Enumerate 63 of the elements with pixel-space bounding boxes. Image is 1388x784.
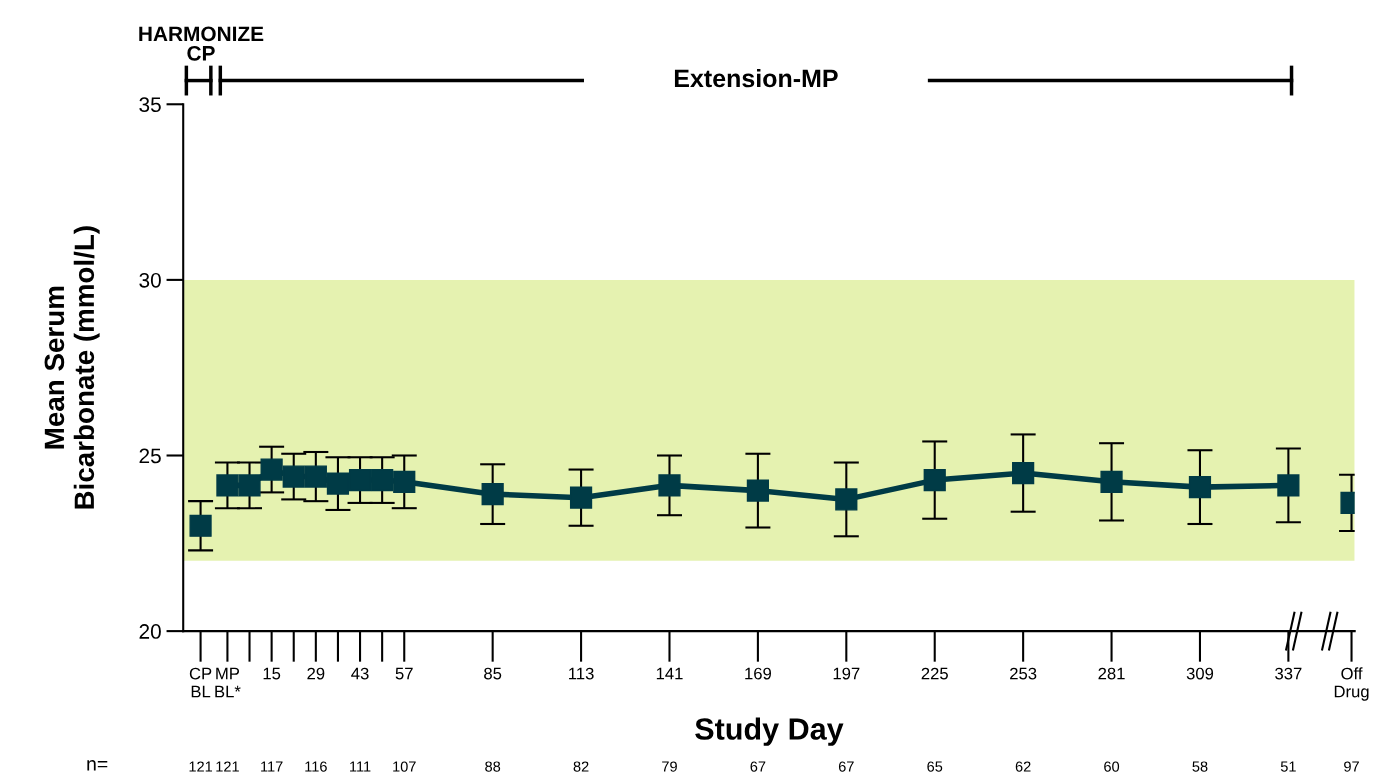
point [658, 474, 681, 497]
point [569, 486, 593, 509]
x-tick-label: 309 [1186, 667, 1214, 680]
y-tick-label: 25 [139, 448, 161, 464]
text: 117 [261, 761, 283, 772]
text: 88 [485, 761, 501, 772]
point [1188, 476, 1212, 499]
point [282, 465, 305, 488]
x-axis-title: Study Day [695, 717, 844, 746]
x-tick-label: 29 [307, 667, 325, 680]
text: 51 [1280, 761, 1296, 772]
point [1100, 470, 1123, 493]
point [348, 468, 372, 492]
text: 116 [305, 761, 327, 772]
point [1277, 474, 1300, 497]
text: HARMONIZE CP [139, 26, 264, 61]
x-tick-label: Off Drug [1334, 667, 1369, 701]
x-tick-label: 141 [656, 667, 683, 680]
text: 97 [1344, 761, 1359, 772]
x-tick-label: CP BL [189, 667, 212, 698]
point [1012, 461, 1035, 485]
text: n= [87, 760, 108, 771]
x-tick-label: 197 [833, 667, 860, 680]
x-tick-label: 113 [569, 667, 594, 680]
point [238, 474, 261, 497]
text: 67 [838, 761, 854, 772]
text: 79 [662, 761, 677, 772]
y-axis-title: Mean Serum Bicarbonate (mmol/L) [44, 226, 100, 509]
x-tick-label: 57 [395, 667, 413, 680]
text: 121 [189, 761, 213, 772]
x-tick-label: 43 [351, 667, 369, 680]
point [393, 470, 416, 493]
text: 58 [1192, 761, 1208, 772]
text: 60 [1104, 761, 1120, 772]
x-tick-label: 169 [745, 667, 772, 680]
y-tick-label: 20 [139, 624, 161, 639]
y-tick-label: 30 [139, 272, 161, 288]
point [189, 514, 212, 537]
y-tick-label: 35 [139, 97, 161, 113]
text: 65 [927, 761, 943, 772]
x-tick-label: 225 [921, 667, 948, 680]
point [304, 465, 327, 488]
point [216, 474, 239, 497]
text: 82 [573, 761, 589, 772]
x-tick-label: 15 [263, 667, 281, 680]
x-tick-label: 85 [484, 667, 502, 680]
text: 62 [1015, 761, 1031, 772]
point [746, 479, 770, 502]
x-tick-label: 281 [1098, 667, 1125, 680]
point [481, 483, 504, 506]
x-tick-label: 337 [1275, 667, 1302, 680]
text: 111 [350, 761, 371, 772]
text: Extension-MP [674, 68, 838, 88]
text: 121 [216, 761, 239, 772]
x-tick-label: 253 [1010, 667, 1037, 680]
text: 107 [393, 761, 416, 772]
point [371, 468, 394, 492]
text: 67 [750, 761, 766, 772]
point [326, 472, 350, 495]
point [260, 458, 283, 481]
point [835, 488, 858, 511]
point [923, 468, 946, 492]
x-tick-label: MP BL* [215, 667, 241, 698]
